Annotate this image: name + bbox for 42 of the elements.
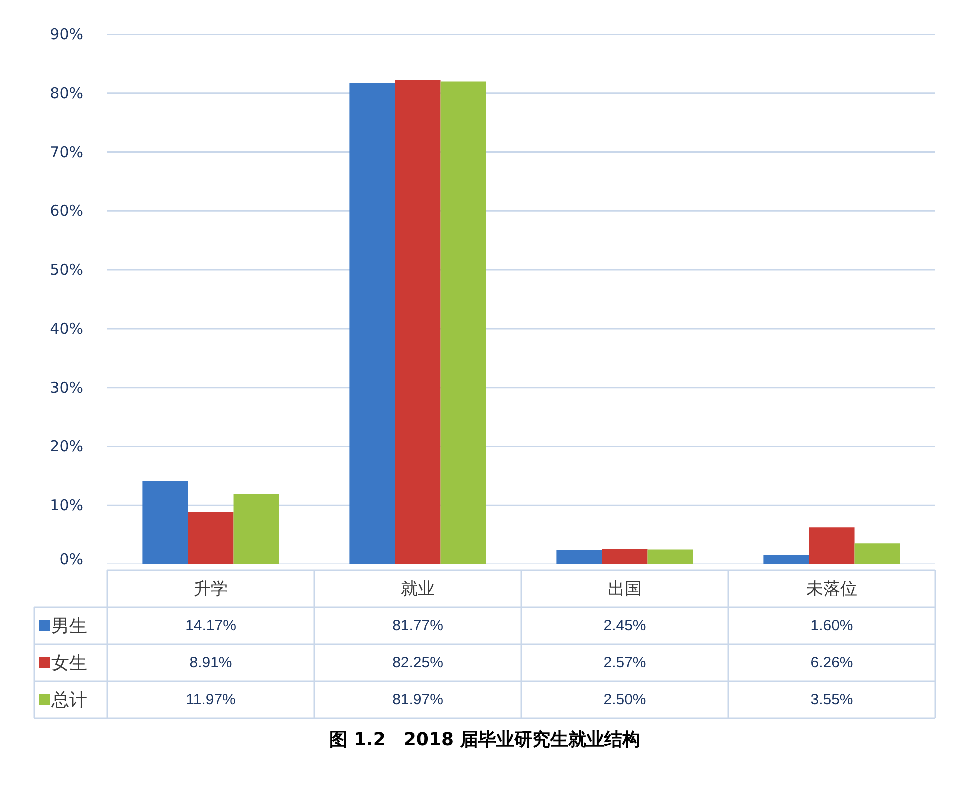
y-tick-label: 60% [50, 202, 84, 220]
bar [764, 555, 810, 564]
y-tick-label: 90% [50, 26, 84, 44]
bar [648, 550, 694, 564]
legend-label: 女生 [52, 653, 88, 673]
data-label: 2.50% [604, 692, 646, 708]
bar [602, 549, 648, 564]
x-tick-label: 就业 [401, 580, 435, 598]
y-tick-label: 20% [50, 438, 84, 456]
data-label: 2.45% [604, 618, 646, 634]
bar [395, 80, 441, 564]
data-label: 14.17% [186, 618, 236, 634]
bar [188, 512, 234, 564]
data-label: 8.91% [190, 654, 232, 672]
data-label: 3.55% [810, 692, 854, 708]
y-tick-label: 30% [50, 378, 84, 397]
x-tick-label: 出国 [608, 580, 642, 598]
y-tick-label: 50% [50, 261, 84, 280]
y-tick-label: 0% [60, 550, 84, 568]
data-label: 11.97% [186, 692, 236, 708]
data-label: 81.97% [392, 692, 444, 708]
bar [142, 481, 188, 564]
y-tick-label: 40% [50, 320, 84, 338]
y-tick-label: 10% [50, 496, 84, 515]
bar [350, 82, 396, 564]
x-tick-label: 升学 [194, 580, 228, 598]
bar [234, 494, 280, 564]
data-label: 6.26% [810, 654, 854, 672]
data-label: 82.25% [392, 654, 444, 672]
x-tick-label: 未落位 [806, 580, 858, 598]
data-label: 2.57% [604, 654, 646, 672]
data-label: 81.77% [392, 618, 444, 634]
legend-label: 总计 [50, 690, 88, 710]
bar [809, 528, 855, 564]
y-tick-label: 80% [50, 84, 84, 102]
data-label: 1.60% [810, 618, 854, 634]
bar [440, 82, 486, 564]
text: 图 1.2 2018 届毕业研究生就业结构 [330, 730, 640, 750]
bar [854, 544, 900, 564]
y-tick-label: 70% [50, 143, 84, 162]
legend-label: 男生 [52, 616, 88, 636]
bar [556, 550, 602, 564]
